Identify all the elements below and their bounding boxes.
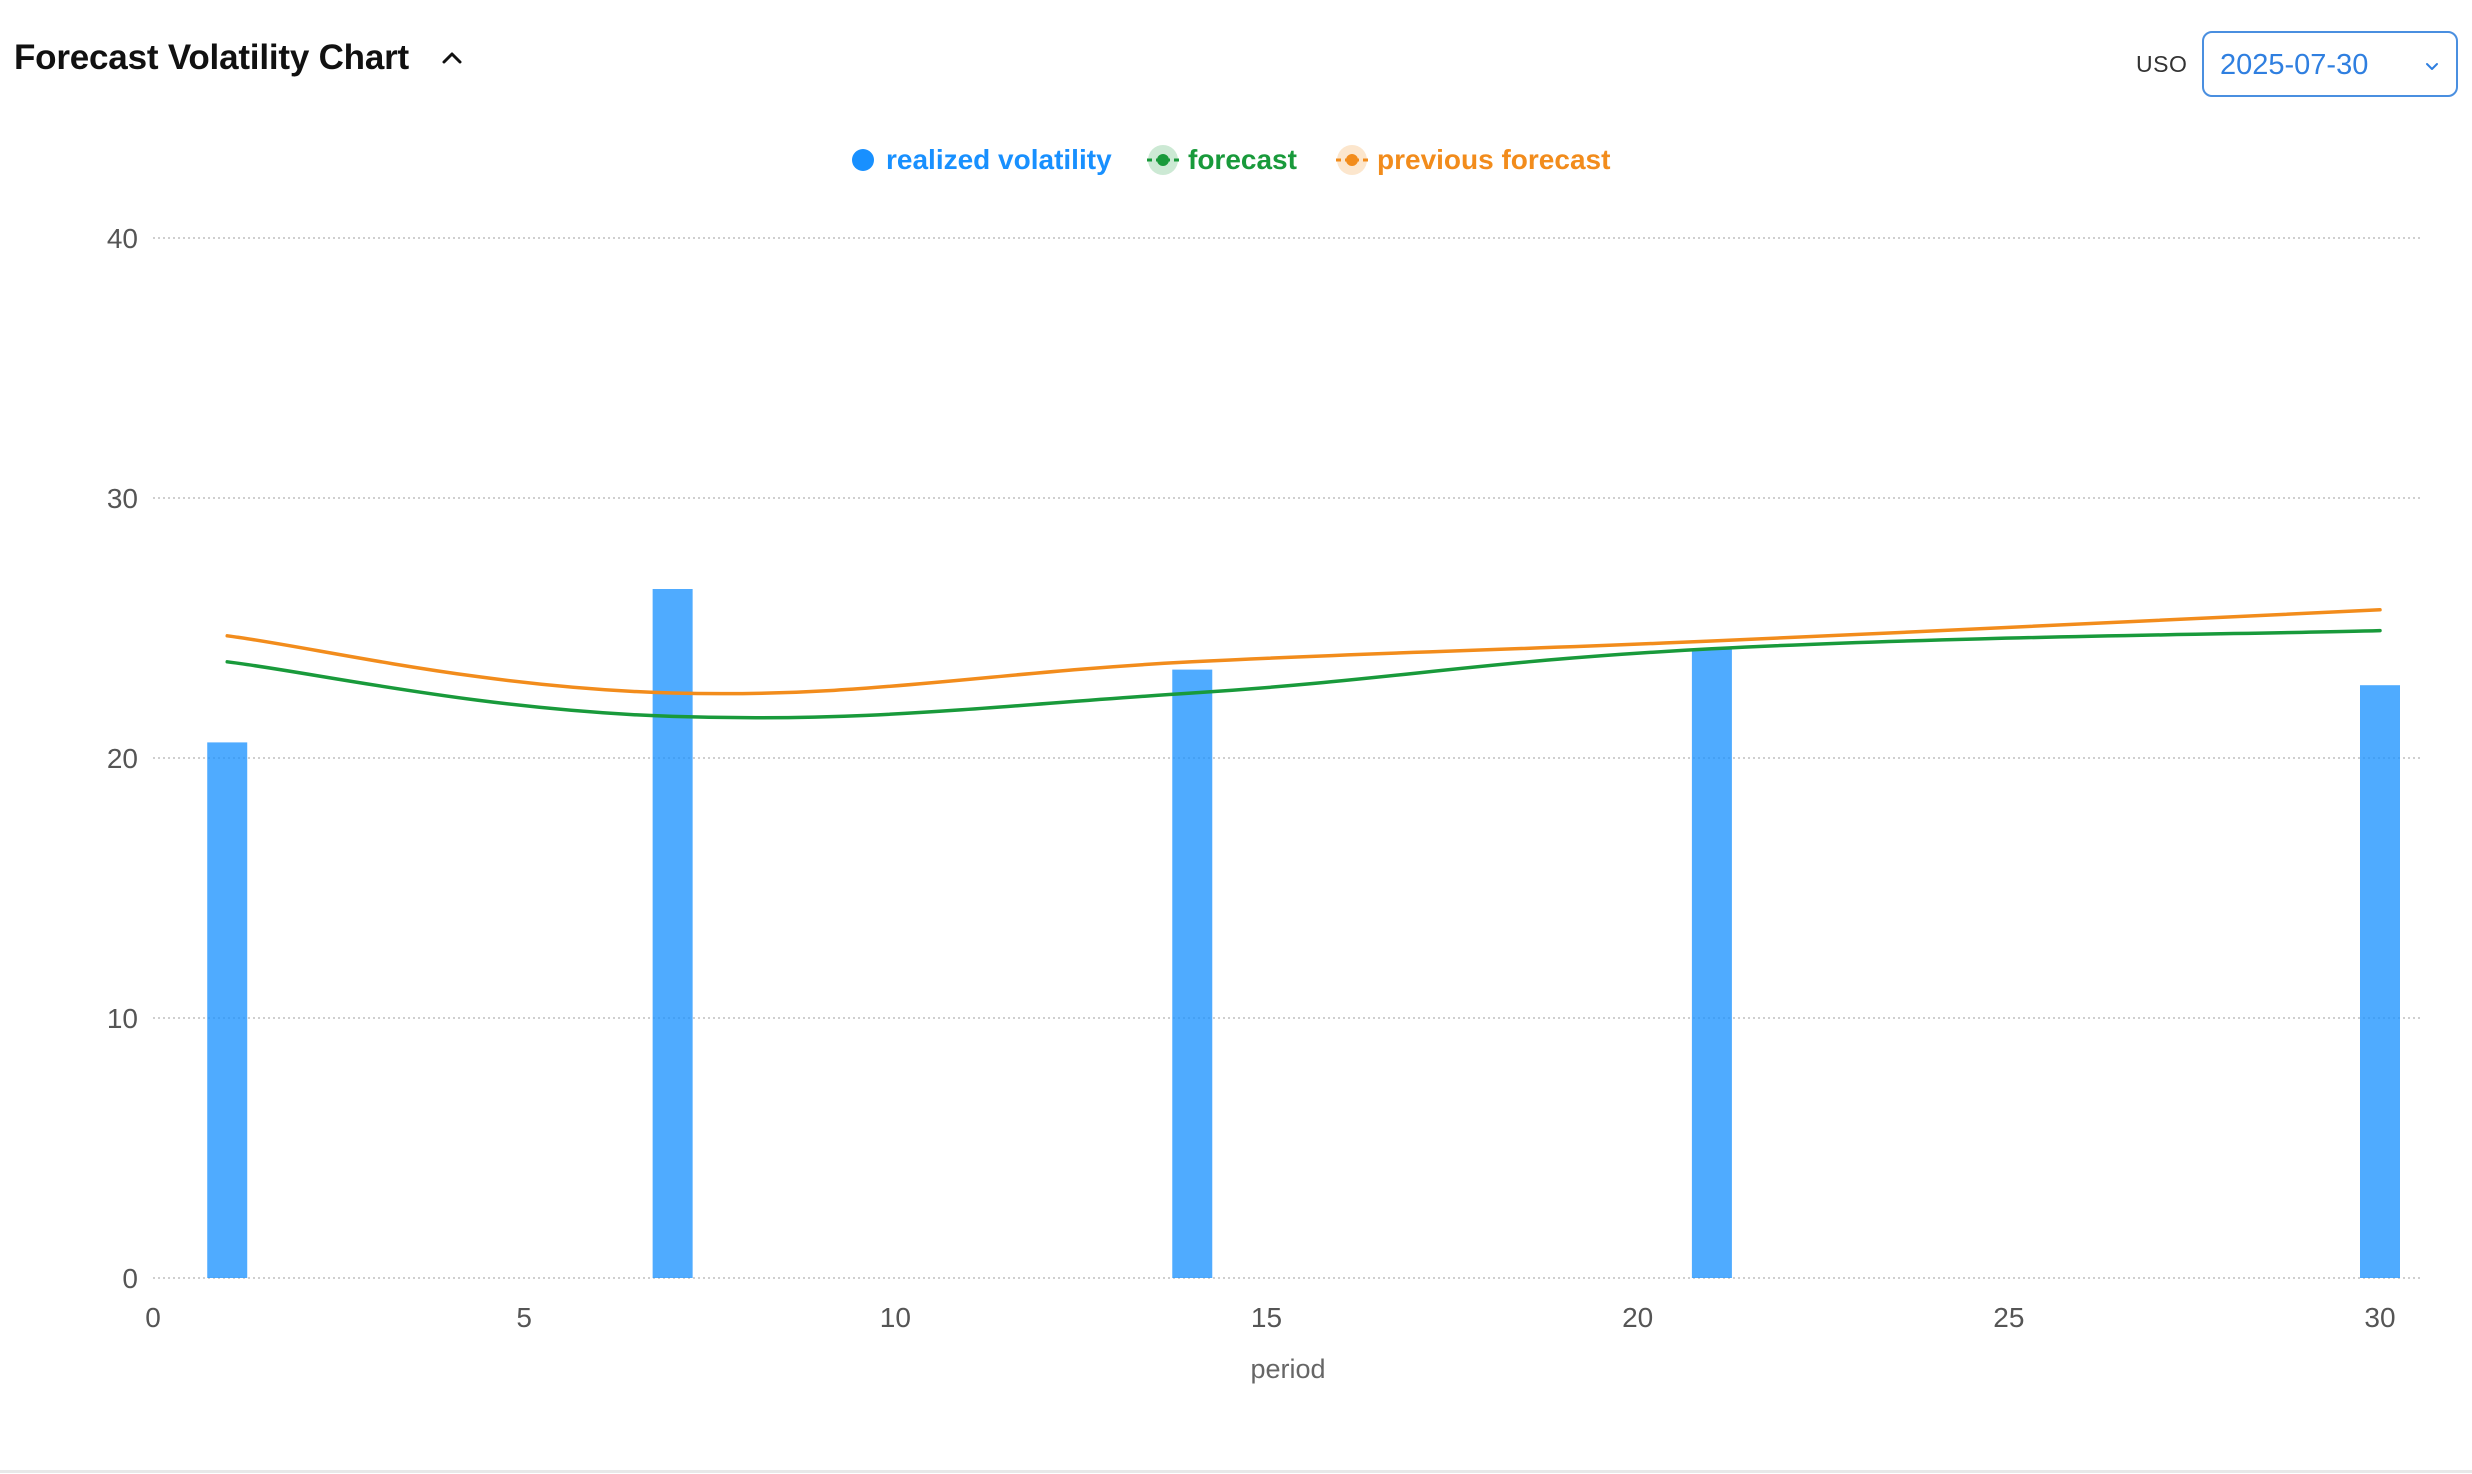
page-title: Forecast Volatility Chart bbox=[14, 38, 410, 77]
forecast-lines bbox=[225, 608, 2382, 720]
realized-volatility-bar[interactable] bbox=[652, 589, 693, 1278]
forecast-line[interactable] bbox=[225, 628, 2382, 720]
x-tick-label: 20 bbox=[1622, 1302, 1653, 1333]
date-select-value: 2025-07-30 bbox=[2220, 49, 2369, 81]
x-tick-label: 10 bbox=[880, 1302, 911, 1333]
y-tick-label: 10 bbox=[107, 1003, 138, 1034]
legend-item-previous-forecast[interactable]: previous forecast bbox=[1335, 138, 1610, 182]
grid-lines bbox=[153, 237, 2420, 1279]
realized-volatility-bar[interactable] bbox=[1691, 648, 1732, 1278]
legend-marker-realized bbox=[852, 149, 874, 171]
legend-item-forecast[interactable]: forecast bbox=[1146, 138, 1297, 182]
realized-volatility-bar[interactable] bbox=[207, 742, 248, 1278]
legend-item-realized-volatility[interactable]: realized volatility bbox=[850, 138, 1112, 182]
chevron-up-icon[interactable] bbox=[435, 41, 469, 75]
x-tick-label: 0 bbox=[145, 1302, 161, 1333]
previous-forecast-line[interactable] bbox=[225, 608, 2382, 696]
bottom-divider bbox=[0, 1470, 2472, 1473]
y-tick-label: 40 bbox=[107, 223, 138, 254]
date-select[interactable]: 2025-07-30 bbox=[2202, 31, 2458, 97]
axes: period 0 10 20 30 40 0 5 10 15 20 25 30 bbox=[107, 223, 2396, 1384]
ticker-label: USO bbox=[2136, 51, 2188, 77]
legend-label-realized: realized volatility bbox=[886, 144, 1112, 175]
x-tick-label: 30 bbox=[2364, 1302, 2395, 1333]
y-tick-label: 0 bbox=[122, 1263, 138, 1294]
chart-header: Forecast Volatility Chart USO 2025-07-30 bbox=[0, 0, 2472, 130]
legend-marker-forecast bbox=[1147, 145, 1179, 175]
y-tick-label: 30 bbox=[107, 483, 138, 514]
realized-volatility-bars bbox=[207, 589, 2400, 1278]
x-tick-label: 15 bbox=[1251, 1302, 1282, 1333]
x-axis-title: period bbox=[1250, 1354, 1325, 1384]
x-tick-label: 25 bbox=[1993, 1302, 2024, 1333]
legend-marker-previous-forecast bbox=[1336, 145, 1368, 175]
y-tick-label: 20 bbox=[107, 743, 138, 774]
chart-legend: realized volatility forecast previous fo… bbox=[0, 138, 2472, 182]
realized-volatility-bar[interactable] bbox=[1172, 669, 1213, 1278]
x-tick-label: 5 bbox=[516, 1302, 532, 1333]
realized-volatility-bar[interactable] bbox=[2360, 685, 2400, 1278]
title-group: Forecast Volatility Chart bbox=[14, 38, 469, 78]
chevron-down-icon bbox=[2424, 58, 2440, 74]
legend-label-forecast: forecast bbox=[1188, 144, 1297, 175]
legend-label-previous-forecast: previous forecast bbox=[1377, 144, 1611, 175]
